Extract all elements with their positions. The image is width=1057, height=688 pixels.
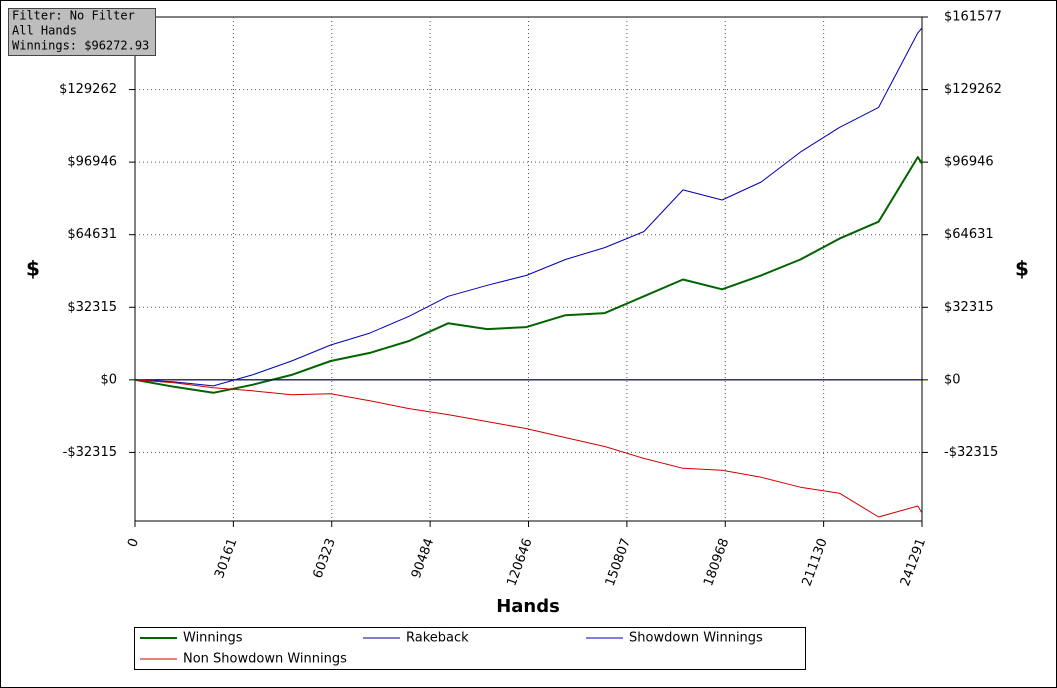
legend-label: Winnings [183,631,243,646]
series-line [134,379,923,518]
filter-text: Winnings: $96272.93 [12,39,149,53]
filter-text: Filter: No Filter [12,9,135,23]
filter-text: All Hands [12,24,77,38]
y2-tick-label: $0 [944,372,961,387]
y-tick-label: $96946 [67,155,117,170]
legend-label: Showdown Winnings [629,631,763,646]
y-axis-label: $ [26,257,40,281]
y2-tick-label: $32315 [944,300,994,315]
y2-tick-label: $64631 [944,227,994,242]
legend [134,627,806,670]
y2-tick-label: $161577 [944,10,1002,25]
filter-box [8,8,156,56]
y-tick-label: $32315 [67,300,117,315]
y-tick-label: $0 [100,372,117,387]
y2-tick-label: $129262 [944,82,1002,97]
y-tick-label: $129262 [59,82,117,97]
y2-axis-label: $ [1015,257,1029,281]
x-axis-label: Hands [496,596,560,617]
y2-tick-label: $96946 [944,155,994,170]
y2-tick-label: -$32315 [944,445,998,460]
legend-label: Non Showdown Winnings [183,652,347,667]
y-tick-label: $64631 [67,227,117,242]
series-line [134,27,923,387]
y-tick-label: -$32315 [63,445,117,460]
legend-label: Rakeback [406,631,469,646]
